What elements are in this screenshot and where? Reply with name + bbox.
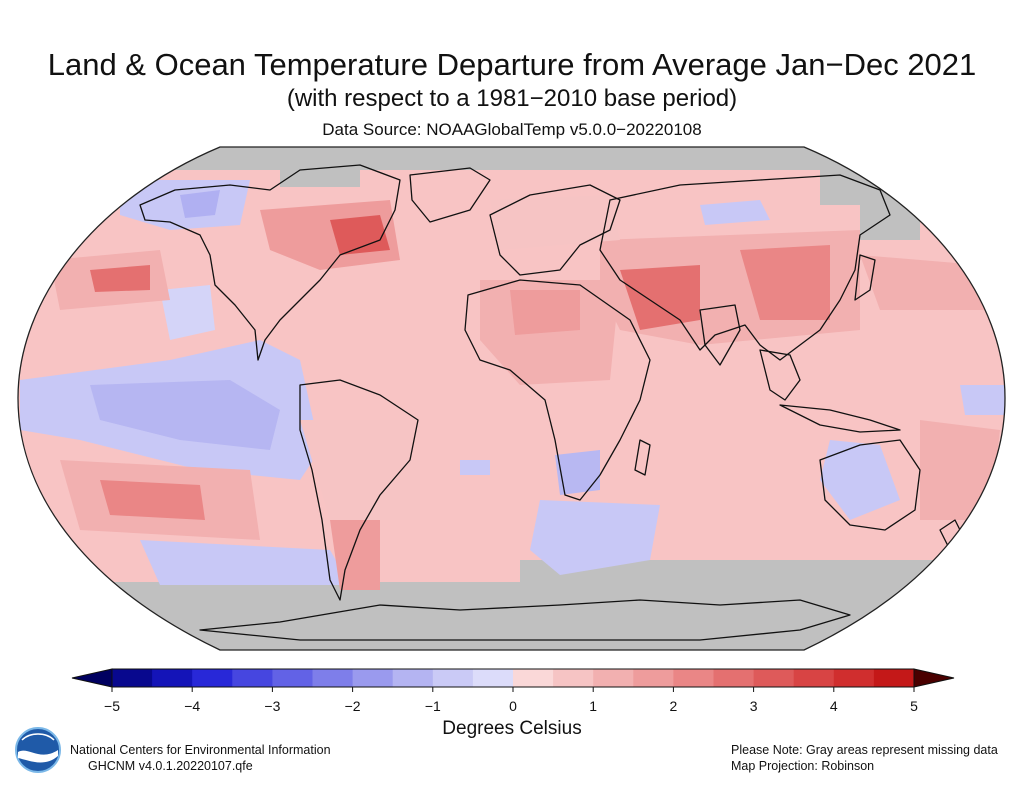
map-subtitle: (with respect to a 1981−2010 base period… (286, 85, 738, 112)
southeast-asia-outline (759, 349, 801, 401)
southern-africa-cool (555, 450, 600, 495)
japan-outline (854, 254, 876, 301)
europe-mild (490, 195, 620, 250)
ncei-credit: National Centers for Environmental Infor… (70, 742, 331, 774)
india-outline (699, 304, 741, 366)
china-warm (740, 245, 830, 320)
north-america-outline (139, 164, 401, 361)
south-america-outline (299, 379, 419, 601)
colorbar-units: Degrees Celsius (442, 718, 582, 739)
south-america-mild (300, 420, 420, 520)
indonesia-outline (779, 404, 901, 433)
globe-border (17, 146, 1006, 651)
africa-outline (464, 279, 651, 501)
arctic-missing-3 (820, 165, 940, 205)
patagonia-warm (330, 520, 380, 590)
map-note: Please Note: Gray areas represent missin… (731, 742, 998, 774)
arctic-missing (18, 147, 1005, 170)
la-nina-core (90, 380, 280, 450)
alaska-cool-core (180, 190, 220, 218)
noaa-logo-icon (15, 727, 61, 773)
atlantic-cool-patch (460, 460, 490, 475)
arctic-missing-4 (860, 200, 920, 240)
coastlines (139, 164, 966, 641)
australia-outline (819, 439, 921, 531)
anomaly-field (18, 147, 1005, 650)
noaa-logo (14, 726, 62, 774)
map-title: Land & Ocean Temperature Departure from … (47, 47, 977, 82)
middle-east-warm (620, 265, 700, 330)
siberia-cool (700, 200, 770, 225)
europe-outline (489, 184, 621, 276)
ne-pacific-cool (160, 285, 215, 340)
nz-warm (920, 420, 1000, 520)
ncei-version-line: GHCNM v4.0.1.20220107.qfe (88, 759, 253, 773)
west-pacific-cool (960, 385, 1005, 415)
australia-cool (820, 440, 900, 520)
data-source: Data Source: NOAAGlobalTemp v5.0.0−20220… (322, 120, 702, 139)
greenland-outline (409, 167, 491, 223)
south-pacific-cool (140, 540, 350, 585)
hudson-warm-core (330, 215, 390, 255)
asia-outline (599, 174, 891, 361)
nw-pacific-warm (860, 255, 990, 310)
south-pacific-warm-core (100, 480, 205, 520)
missing-data-note: Please Note: Gray areas represent missin… (731, 743, 998, 757)
sahara-warm-core (510, 290, 580, 335)
south-atlantic-cool (530, 500, 660, 575)
north-pacific-warm-core (90, 265, 150, 292)
ncei-org-line: National Centers for Environmental Infor… (70, 743, 331, 757)
antarctica-outline (199, 599, 851, 641)
projection-note: Map Projection: Robinson (731, 759, 875, 773)
madagascar-outline (634, 439, 651, 476)
